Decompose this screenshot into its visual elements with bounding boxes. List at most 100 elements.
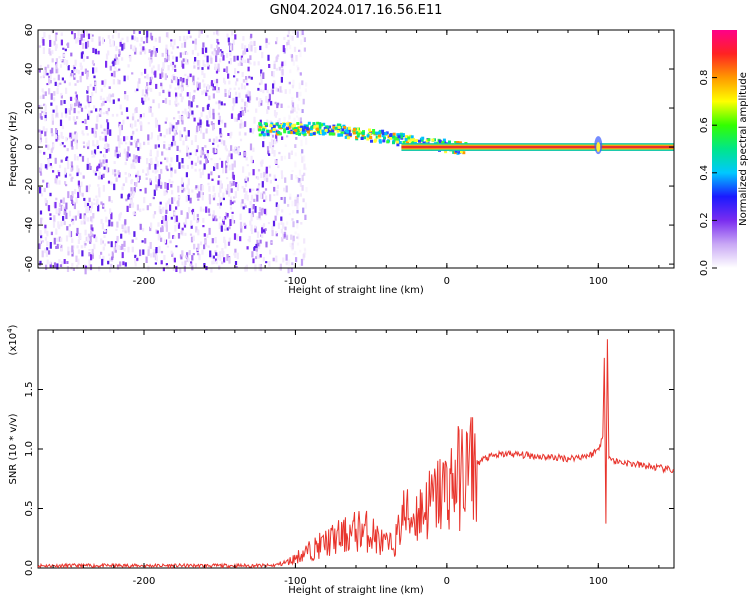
heatmap-cell	[402, 140, 406, 144]
heatmap-cell	[118, 49, 121, 55]
heatmap-cell	[199, 206, 202, 212]
heatmap-cell	[319, 129, 323, 133]
heatmap-cell	[46, 72, 49, 76]
heatmap-cell	[261, 51, 264, 59]
heatmap-cell	[39, 133, 42, 138]
heatmap-cell	[294, 199, 297, 207]
heatmap-cell	[164, 97, 168, 104]
heatmap-cell	[273, 63, 276, 70]
heatmap-cell	[271, 134, 275, 138]
heatmap-cell	[125, 107, 129, 112]
heatmap-cell	[265, 173, 268, 178]
heatmap-cell	[298, 82, 301, 90]
heatmap-cell	[144, 97, 147, 102]
heatmap-cell	[39, 239, 42, 247]
heatmap-cell	[133, 187, 136, 193]
heatmap-cell	[180, 87, 183, 93]
heatmap-cell	[410, 135, 414, 139]
heatmap-cell	[243, 48, 247, 55]
colorbar-ticks: 0.00.20.40.60.8	[699, 70, 717, 276]
heatmap-cell	[378, 134, 381, 138]
heatmap-cell	[246, 48, 249, 52]
heatmap-cell	[61, 125, 64, 130]
heatmap-cell	[117, 170, 120, 175]
heatmap-cell	[197, 77, 200, 80]
heatmap-cell	[250, 76, 253, 80]
heatmap-cell	[198, 30, 201, 37]
heatmap-cell	[290, 125, 293, 132]
heatmap-cell	[207, 245, 210, 248]
heatmap-cell	[53, 97, 56, 102]
heatmap-cell	[294, 250, 297, 256]
heatmap-cell	[280, 76, 283, 83]
heatmap-cell	[93, 127, 96, 131]
heatmap-cell	[71, 31, 74, 35]
heatmap-cell	[84, 267, 87, 275]
heatmap-cell	[179, 77, 182, 82]
heatmap-cell	[236, 234, 239, 241]
heatmap-cell	[189, 197, 192, 204]
heatmap-cell	[231, 163, 234, 171]
heatmap-cell	[93, 198, 96, 201]
heatmap-cell	[154, 117, 158, 124]
heatmap-cell	[171, 64, 174, 71]
snr-ytick-label: 1.0	[24, 441, 35, 457]
heatmap-cell	[425, 139, 429, 143]
heatmap-cell	[93, 144, 96, 147]
heatmap-cell	[39, 168, 42, 172]
heatmap-cell	[139, 114, 142, 118]
heatmap-cell	[260, 173, 263, 178]
heatmap-cell	[79, 172, 82, 175]
heatmap-cell	[160, 161, 163, 165]
heatmap-cell	[200, 112, 203, 117]
heatmap-cell	[202, 152, 205, 155]
heatmap-cell	[195, 149, 199, 153]
heatmap-cell	[201, 147, 204, 152]
heatmap-cell	[222, 168, 225, 174]
heatmap-cell	[72, 215, 75, 218]
heatmap-cell	[132, 211, 135, 215]
heatmap-cell	[292, 30, 295, 34]
heatmap-cell	[458, 141, 462, 145]
heatmap-cell	[207, 182, 210, 186]
heatmap-cell	[67, 250, 70, 256]
heatmap-cell	[274, 113, 277, 118]
heatmap-cell	[285, 254, 288, 261]
heatmap-cell	[119, 246, 122, 250]
heatmap-cell	[178, 162, 181, 169]
heatmap-cell	[103, 166, 106, 170]
heatmap-cell	[40, 116, 43, 120]
heatmap-cell	[262, 72, 265, 79]
heatmap-cell	[149, 180, 152, 186]
heatmap-cell	[296, 209, 299, 214]
heatmap-cell	[213, 31, 216, 35]
heatmap-cell	[66, 59, 69, 66]
heatmap-cell	[301, 30, 304, 35]
heatmap-cell	[165, 165, 168, 170]
heatmap-cell	[99, 108, 102, 112]
heatmap-cell	[241, 57, 244, 63]
heatmap-cell	[174, 68, 177, 72]
heatmap-cell	[280, 216, 283, 221]
heatmap-cell	[140, 37, 143, 42]
heatmap-cell	[247, 96, 250, 102]
heatmap-cell	[265, 41, 268, 49]
heatmap-cell	[167, 65, 170, 71]
heatmap-cell	[73, 119, 76, 122]
heatmap-cell	[266, 177, 269, 183]
heatmap-cell	[199, 155, 203, 158]
heatmap-cell	[282, 257, 285, 263]
heatmap-cell	[56, 68, 60, 74]
heatmap-cell	[225, 188, 228, 192]
heatmap-cell	[316, 130, 320, 134]
heatmap-cell	[196, 218, 200, 222]
heatmap-cell	[210, 44, 213, 49]
heatmap-cell	[44, 248, 47, 254]
heatmap-cell	[83, 145, 86, 149]
heatmap-cell	[135, 174, 138, 178]
heatmap-cell	[302, 98, 305, 105]
heatmap-cell	[155, 229, 158, 234]
heatmap-cell	[44, 115, 47, 121]
heatmap-cell	[270, 241, 273, 244]
heatmap-cell	[162, 267, 165, 272]
